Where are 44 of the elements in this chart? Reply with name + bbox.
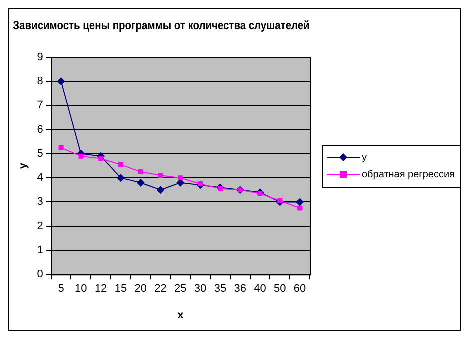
point xyxy=(158,173,164,178)
point xyxy=(136,178,145,187)
x-tick-label: 5 xyxy=(58,283,64,296)
y-tick-label: 8 xyxy=(37,76,44,88)
point xyxy=(118,162,124,168)
x-tick-label: 12 xyxy=(94,283,108,296)
y-axis-title: y xyxy=(18,162,30,170)
point xyxy=(156,186,165,194)
point xyxy=(278,198,283,204)
legend-label: обратная регрессия xyxy=(362,169,455,180)
x-tick-label: 35 xyxy=(214,283,227,296)
point xyxy=(58,145,64,150)
x-tick-label: 22 xyxy=(154,283,167,296)
point xyxy=(178,176,184,181)
legend-label: y xyxy=(362,152,367,164)
chart-title: Зависимость цены программы от количества слушателей xyxy=(13,20,310,33)
y-tick-label: 9 xyxy=(37,51,44,64)
x-tick-label: 20 xyxy=(134,283,147,296)
x-tick-label: 50 xyxy=(274,283,286,296)
x-tick-label: 10 xyxy=(75,283,88,296)
y-tick-label: 2 xyxy=(37,220,44,232)
point xyxy=(296,198,304,206)
x-tick-label: 15 xyxy=(114,283,128,296)
x-tick-label: 60 xyxy=(294,283,306,296)
point xyxy=(218,186,223,192)
point xyxy=(138,170,144,175)
point xyxy=(298,206,303,211)
point xyxy=(116,174,125,182)
y-tick-label: 4 xyxy=(37,172,44,184)
x-tick-label: 36 xyxy=(234,283,246,296)
y-tick-label: 7 xyxy=(37,100,44,112)
point xyxy=(198,182,204,187)
y-tick-label: 3 xyxy=(37,196,44,208)
y-tick-label: 6 xyxy=(37,124,44,136)
x-axis-title: x xyxy=(178,309,185,322)
y-tick-label: 0 xyxy=(37,268,44,281)
point xyxy=(78,154,84,159)
point xyxy=(98,156,104,162)
x-tick-label: 30 xyxy=(194,283,207,296)
y-tick-label: 1 xyxy=(37,244,44,256)
y-tick-label: 5 xyxy=(37,148,44,160)
x-tick-label: 40 xyxy=(254,283,266,296)
x-tick-label: 25 xyxy=(174,283,187,296)
point xyxy=(57,78,66,86)
